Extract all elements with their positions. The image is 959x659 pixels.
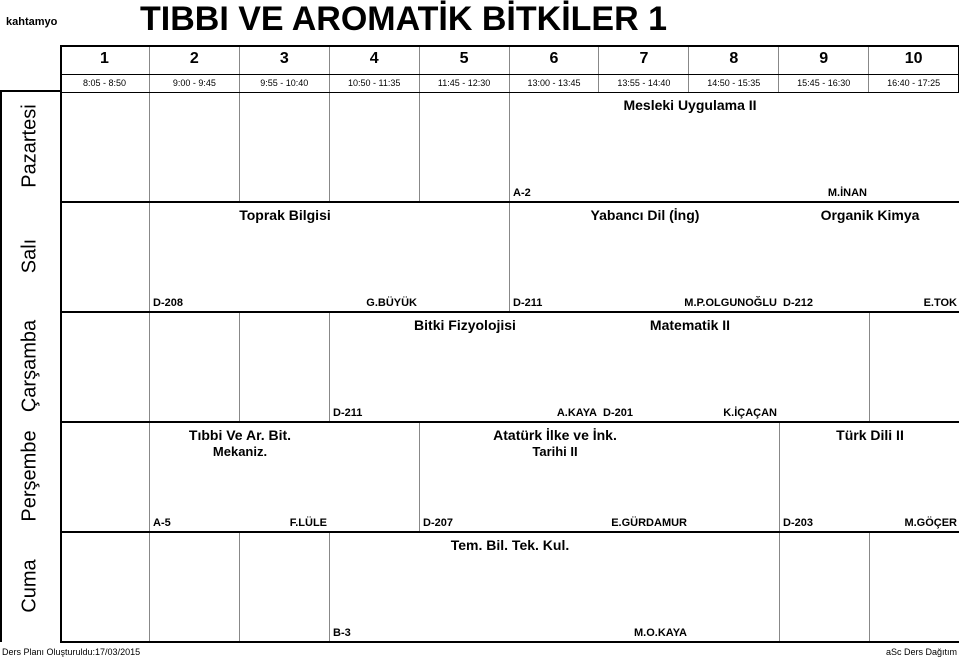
block-teacher: E.TOK (924, 297, 957, 309)
row-wed: Bitki Fizyolojisi D-211 A.KAYA Matematik… (60, 313, 959, 423)
day-label-tue: Salı (0, 201, 60, 311)
block-room: B-3 (333, 627, 351, 639)
block-teacher: A.KAYA (557, 407, 597, 419)
block-tibbi: Tıbbi Ve Ar. Bit. Mekaniz. A-5 F.LÜLE (150, 423, 330, 531)
day-labels: Pazartesi Salı Çarşamba Perşembe Cuma (0, 91, 60, 641)
time-8: 14:50 - 15:35 (689, 75, 779, 92)
col-10: 10 (869, 47, 959, 74)
day-label-fri: Cuma (0, 531, 60, 641)
block-toprak: Toprak Bilgisi D-208 G.BÜYÜK (150, 203, 420, 311)
block-teacher: K.İÇAÇAN (723, 407, 777, 419)
row-thu: Tıbbi Ve Ar. Bit. Mekaniz. A-5 F.LÜLE At… (60, 423, 959, 533)
block-title: Mesleki Uygulama II (510, 97, 870, 113)
block-title: Tem. Bil. Tek. Kul. (330, 537, 690, 553)
timetable-grid: 1 2 3 4 5 6 7 8 9 10 8:05 - 8:50 9:00 - … (60, 45, 959, 643)
block-title: Türk Dili II (780, 427, 959, 443)
footer-left: Ders Planı Oluşturuldu:17/03/2015 (2, 647, 140, 657)
header-label: kahtamyo (6, 16, 57, 28)
time-3: 9:55 - 10:40 (240, 75, 330, 92)
time-5: 11:45 - 12:30 (420, 75, 510, 92)
block-title: Bitki Fizyolojisi (330, 317, 600, 333)
page-title: TIBBI VE AROMATİK BİTKİLER 1 (140, 0, 667, 39)
block-room: D-212 (783, 297, 813, 309)
block-title: Atatürk İlke ve İnk. Tarihi II (420, 427, 690, 459)
time-2: 9:00 - 9:45 (150, 75, 240, 92)
time-1: 8:05 - 8:50 (60, 75, 150, 92)
block-tem: Tem. Bil. Tek. Kul. B-3 M.O.KAYA (330, 533, 690, 641)
time-6: 13:00 - 13:45 (510, 75, 600, 92)
footer-right: aSc Ders Dağıtım (886, 647, 957, 657)
block-teacher: M.P.OLGUNOĞLU (684, 297, 777, 309)
block-yabanci: Yabancı Dil (İng) D-211 M.P.OLGUNOĞLU (510, 203, 780, 311)
block-room: D-208 (153, 297, 183, 309)
row-mon: Mesleki Uygulama II A-2 M.İNAN (60, 93, 959, 203)
day-label-wed: Çarşamba (0, 311, 60, 421)
block-title: Tıbbi Ve Ar. Bit. Mekaniz. (150, 427, 330, 459)
block-teacher: M.GÖÇER (904, 517, 957, 529)
column-header-row: 1 2 3 4 5 6 7 8 9 10 (60, 47, 959, 75)
block-teacher: F.LÜLE (290, 517, 327, 529)
row-fri: Tem. Bil. Tek. Kul. B-3 M.O.KAYA (60, 533, 959, 643)
row-tue: Toprak Bilgisi D-208 G.BÜYÜK Yabancı Dil… (60, 203, 959, 313)
block-title: Toprak Bilgisi (150, 207, 420, 223)
block-title: Matematik II (600, 317, 780, 333)
block-ataturk: Atatürk İlke ve İnk. Tarihi II D-207 E.G… (420, 423, 690, 531)
time-header-row: 8:05 - 8:50 9:00 - 9:45 9:55 - 10:40 10:… (60, 75, 959, 93)
col-2: 2 (150, 47, 240, 74)
block-title: Yabancı Dil (İng) (510, 207, 780, 223)
day-label-thu: Perşembe (0, 421, 60, 531)
time-4: 10:50 - 11:35 (330, 75, 420, 92)
block-teacher: E.GÜRDAMUR (611, 517, 687, 529)
block-matematik: Matematik II D-201 K.İÇAÇAN (600, 313, 780, 421)
block-teacher: M.O.KAYA (634, 627, 687, 639)
block-title: Organik Kimya (780, 207, 959, 223)
block-room: A-2 (513, 187, 531, 199)
col-6: 6 (510, 47, 600, 74)
block-turkdili: Türk Dili II D-203 M.GÖÇER (780, 423, 959, 531)
time-7: 13:55 - 14:40 (599, 75, 689, 92)
block-teacher: M.İNAN (828, 187, 867, 199)
block-room: D-203 (783, 517, 813, 529)
col-8: 8 (689, 47, 779, 74)
block-organik: Organik Kimya D-212 E.TOK (780, 203, 959, 311)
block-room: D-207 (423, 517, 453, 529)
col-4: 4 (330, 47, 420, 74)
col-1: 1 (60, 47, 150, 74)
time-10: 16:40 - 17:25 (869, 75, 959, 92)
block-room: A-5 (153, 517, 171, 529)
col-3: 3 (240, 47, 330, 74)
block-mesleki: Mesleki Uygulama II A-2 M.İNAN (510, 93, 870, 201)
col-7: 7 (599, 47, 689, 74)
block-room: D-201 (603, 407, 633, 419)
day-label-mon: Pazartesi (0, 91, 60, 201)
time-9: 15:45 - 16:30 (779, 75, 869, 92)
block-room: D-211 (333, 407, 362, 419)
block-teacher: G.BÜYÜK (366, 297, 417, 309)
col-5: 5 (420, 47, 510, 74)
col-9: 9 (779, 47, 869, 74)
block-bitki: Bitki Fizyolojisi D-211 A.KAYA (330, 313, 600, 421)
block-room: D-211 (513, 297, 542, 309)
